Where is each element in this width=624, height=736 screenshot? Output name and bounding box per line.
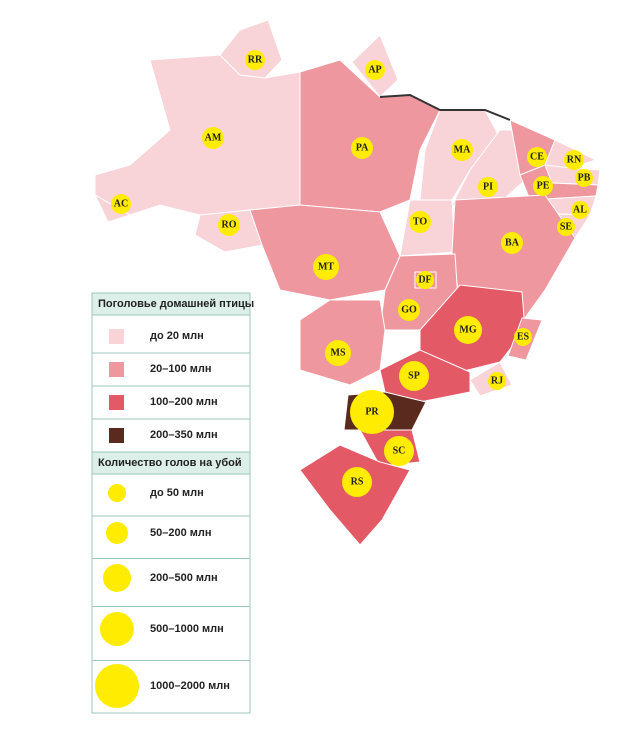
state-circle <box>325 340 351 366</box>
state-circle <box>564 150 584 170</box>
state-label: RJ <box>491 376 503 387</box>
legend-swatch <box>109 362 124 377</box>
state-label: RN <box>567 155 582 166</box>
legend-circle <box>100 612 134 646</box>
state-circle <box>533 176 553 196</box>
state-label: PB <box>578 173 591 184</box>
state-circle <box>350 390 394 434</box>
state-circle <box>451 139 473 161</box>
legend-label: 1000–2000 млн <box>150 680 230 692</box>
legend-circle <box>106 522 128 544</box>
state-circle <box>365 60 385 80</box>
state-circle <box>557 218 575 236</box>
legend-circle <box>108 484 126 502</box>
state-label: SE <box>560 222 573 233</box>
state-label: TO <box>413 217 427 228</box>
state-circle <box>571 201 589 219</box>
state-label: AP <box>368 65 381 76</box>
state-circle <box>398 299 420 321</box>
state-label: PI <box>483 182 493 193</box>
state-label: AM <box>205 133 222 144</box>
state-circle <box>313 254 339 280</box>
state-circle <box>488 372 506 390</box>
state <box>219 19 283 79</box>
legend-title: Количество голов на убой <box>98 457 242 469</box>
state-circle <box>245 50 265 70</box>
legend-label: 500–1000 млн <box>150 623 224 635</box>
state-circle <box>478 177 498 197</box>
state-circle <box>501 232 523 254</box>
legend-box <box>91 292 251 714</box>
legend-header <box>91 292 251 316</box>
state-circle <box>454 316 482 344</box>
state-label: ES <box>517 332 530 343</box>
legend-title: Поголовье домашней птицы <box>98 298 254 310</box>
legend-label: до 20 млн <box>150 330 204 342</box>
legend-label: 50–200 млн <box>150 527 212 539</box>
state-circle <box>399 361 429 391</box>
state-label: MA <box>454 145 471 156</box>
state-label: RO <box>222 220 237 231</box>
state-label: RR <box>248 55 263 66</box>
state <box>249 204 401 301</box>
state-label: PR <box>365 407 379 418</box>
legend-swatch <box>109 395 124 410</box>
state-label: SC <box>393 446 406 457</box>
state-circle <box>527 147 547 167</box>
state-label: MT <box>318 262 334 273</box>
state-label: RS <box>351 477 364 488</box>
state-circle <box>409 211 431 233</box>
legend-label: 100–200 млн <box>150 396 218 408</box>
state <box>94 54 301 216</box>
state-label: GO <box>401 305 417 316</box>
state-label: MG <box>459 325 476 336</box>
state-circle <box>575 169 593 187</box>
state-label: BA <box>505 238 520 249</box>
state-circle <box>218 214 240 236</box>
state-circle <box>351 137 373 159</box>
legend-swatch <box>109 329 124 344</box>
state-circle <box>384 436 414 466</box>
legend-circle <box>103 564 131 592</box>
state-label: AC <box>114 199 128 210</box>
legend-label: 200–500 млн <box>150 572 218 584</box>
state-label: PA <box>356 143 369 154</box>
state-label: DF <box>418 275 431 286</box>
legend-header <box>91 451 251 475</box>
state-circle <box>514 328 532 346</box>
state-label: CE <box>530 152 544 163</box>
legend-label: 20–100 млн <box>150 363 212 375</box>
legend-label: до 50 млн <box>150 487 204 499</box>
state-circle <box>202 127 224 149</box>
legend-label: 200–350 млн <box>150 429 218 441</box>
state-label: MS <box>331 348 346 359</box>
state-label: SP <box>408 371 420 382</box>
state-circle <box>111 194 131 214</box>
state-label: PE <box>537 181 550 192</box>
coastline <box>379 93 511 121</box>
legend-circle <box>95 664 139 708</box>
state-circle <box>416 271 434 289</box>
state-circle <box>342 467 372 497</box>
legend-swatch <box>109 428 124 443</box>
state-label: AL <box>573 205 587 216</box>
